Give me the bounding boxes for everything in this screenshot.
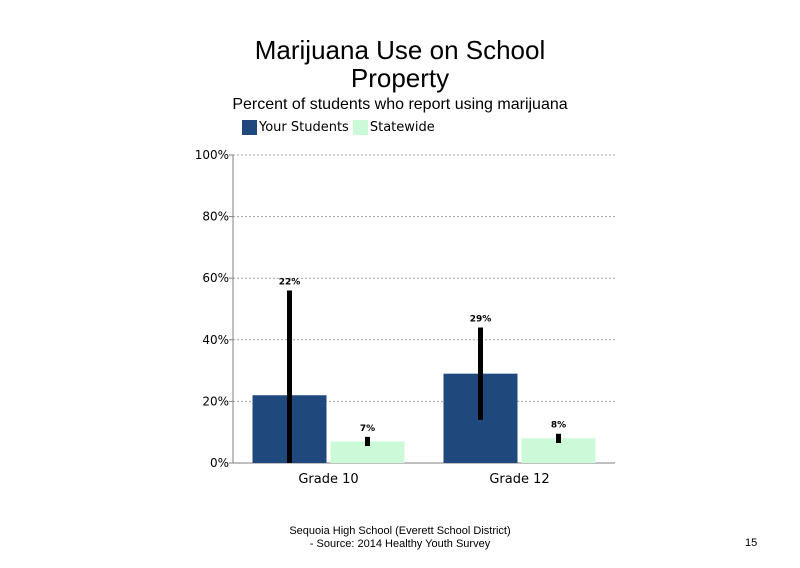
legend-label-statewide: Statewide: [369, 119, 435, 135]
legend-swatch-statewide: [352, 119, 368, 135]
chart-subtitle: Percent of students who report using mar…: [232, 96, 568, 113]
data-label: 8%: [551, 421, 566, 431]
x-category-label: Grade 10: [298, 472, 358, 487]
bar: [330, 441, 405, 463]
y-tick-label: 20%: [202, 394, 229, 408]
data-label: 22%: [279, 278, 301, 288]
legend-item-statewide: Statewide: [352, 119, 435, 135]
footer-line1: Sequoia High School (Everett School Dist…: [289, 525, 511, 537]
chart-title-line2: Property: [350, 63, 450, 93]
chart-title-line1: Marijuana Use on School: [254, 35, 546, 65]
legend-swatch-your-students: [242, 119, 257, 135]
data-label: 7%: [360, 424, 375, 434]
y-tick-label: 40%: [202, 333, 229, 347]
footer-line2: - Source: 2014 Healthy Youth Survey: [309, 538, 491, 550]
page-number: 15: [745, 537, 758, 549]
legend-item-your-students: Your Students: [242, 119, 349, 135]
y-tick-label: 0%: [210, 456, 229, 470]
data-label: 29%: [470, 314, 492, 324]
x-category-label: Grade 12: [489, 472, 549, 487]
chart-legend: Your Students Statewide: [242, 118, 439, 136]
y-tick-label: 60%: [202, 271, 229, 285]
y-tick-label: 80%: [202, 210, 229, 224]
y-tick-label: 100%: [195, 148, 229, 162]
footer-source: Sequoia High School (Everett School Dist…: [250, 525, 550, 551]
legend-label-your-students: Your Students: [259, 119, 349, 135]
chart-title: Marijuana Use on School Property: [150, 36, 650, 92]
